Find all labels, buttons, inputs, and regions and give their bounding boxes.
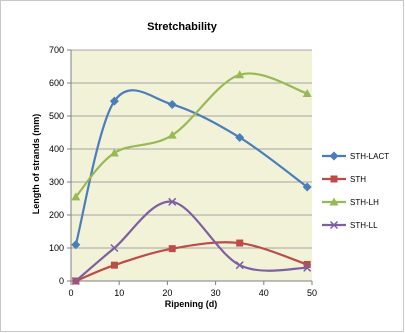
y-tick-label: 700 bbox=[49, 45, 64, 55]
legend: STH-LACT STH STH-LH STH-LL bbox=[322, 151, 389, 230]
y-tick-label: 200 bbox=[49, 210, 64, 220]
data-point-sth bbox=[303, 261, 311, 268]
x-tick-label: 20 bbox=[162, 288, 172, 298]
data-point-sth-lact bbox=[109, 96, 119, 106]
y-tick-label: 100 bbox=[49, 243, 64, 253]
series-sth-lact bbox=[71, 89, 312, 250]
data-point-sth bbox=[110, 261, 118, 269]
data-point-sth bbox=[168, 245, 176, 253]
x-tick-label: 40 bbox=[259, 288, 269, 298]
data-point-sth-lh bbox=[71, 192, 81, 201]
data-point-sth-lh bbox=[109, 148, 119, 157]
data-point-sth-lact bbox=[71, 240, 81, 250]
legend-marker bbox=[330, 175, 338, 183]
legend-marker bbox=[329, 197, 339, 206]
x-axis-title: Ripening (d) bbox=[165, 299, 218, 309]
axes bbox=[67, 49, 313, 285]
legend-item-sth-lact: STH-LACT bbox=[322, 151, 389, 161]
data-point-sth-lact bbox=[235, 132, 245, 142]
data-point-sth-lact bbox=[167, 99, 177, 109]
data-point-sth bbox=[236, 239, 244, 247]
legend-label: STH bbox=[350, 175, 366, 184]
legend-label: STH-LACT bbox=[350, 152, 389, 161]
series-layer bbox=[71, 70, 312, 286]
y-axis-title: Length of strands (mm) bbox=[31, 114, 41, 215]
data-point-sth-ll bbox=[168, 197, 177, 206]
data-point-sth-lact bbox=[302, 182, 312, 192]
legend-marker bbox=[329, 220, 339, 230]
data-point-sth-lh bbox=[235, 70, 245, 79]
legend-item-sth-lh: STH-LH bbox=[322, 197, 379, 207]
legend-label: STH-LH bbox=[350, 198, 379, 207]
data-point-sth-ll bbox=[235, 261, 244, 270]
plot-area bbox=[71, 50, 312, 281]
data-point-sth-ll bbox=[303, 263, 312, 272]
data-point-sth-ll bbox=[71, 276, 80, 286]
chart-title: Stretchability bbox=[147, 21, 218, 33]
series-sth-ll bbox=[71, 197, 312, 286]
series-line-sth-lact bbox=[74, 89, 308, 245]
y-tick-label: 500 bbox=[49, 111, 64, 121]
x-tick-label: 0 bbox=[68, 288, 73, 298]
data-point-sth-ll bbox=[110, 243, 119, 253]
tick-labels: 0 100 200 300 400 500 600 700 0 10 20 30 40 50 bbox=[49, 45, 317, 298]
legend-label: STH-LL bbox=[350, 221, 378, 230]
legend-item-sth: STH bbox=[322, 175, 366, 184]
legend-item-sth-ll: STH-LL bbox=[322, 220, 378, 230]
legend-marker bbox=[329, 151, 339, 161]
data-point-sth-lh bbox=[302, 89, 312, 98]
x-tick-label: 50 bbox=[307, 288, 317, 298]
x-tick-label: 30 bbox=[211, 288, 221, 298]
series-sth-lh bbox=[71, 70, 312, 201]
y-tick-label: 600 bbox=[49, 78, 64, 88]
x-tick-label: 10 bbox=[114, 288, 124, 298]
y-tick-label: 300 bbox=[49, 177, 64, 187]
data-point-sth-lh bbox=[167, 130, 177, 139]
y-tick-label: 0 bbox=[59, 276, 64, 286]
y-tick-label: 400 bbox=[49, 144, 64, 154]
gridlines bbox=[71, 49, 312, 249]
